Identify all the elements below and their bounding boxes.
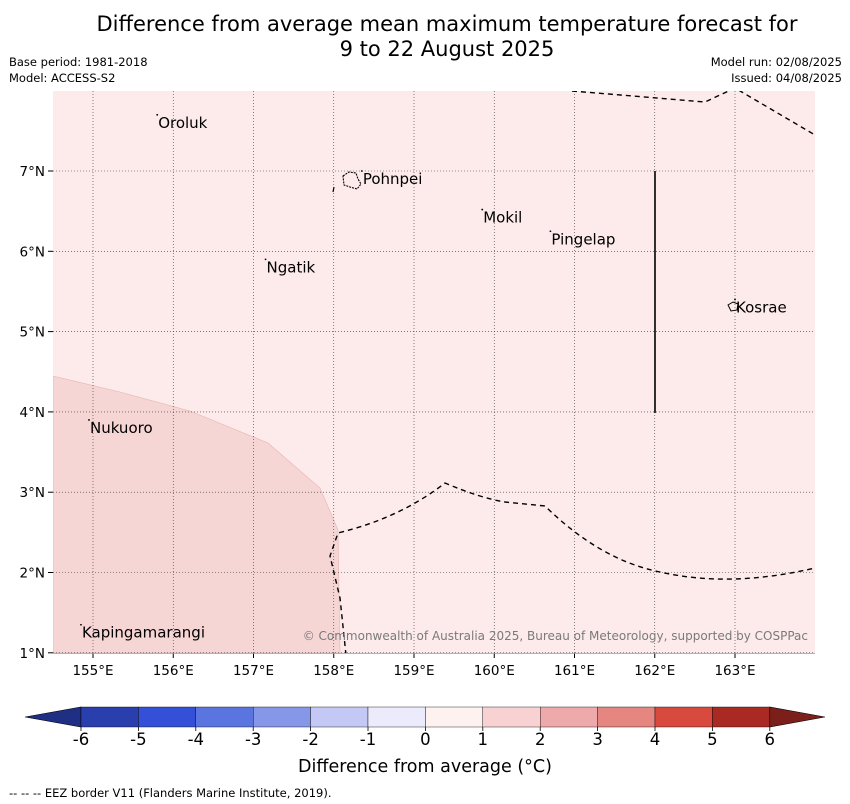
kosrae-island-outline [727, 301, 739, 312]
place-label: Pingelap [551, 230, 615, 248]
place-label: Pohnpei [363, 170, 423, 188]
colorbar-tick-label: -4 [188, 730, 204, 749]
colorbar-segment [597, 706, 656, 728]
model-label: Model: ACCESS-S2 [9, 71, 116, 85]
place-marker [734, 298, 736, 301]
latitude-tick-label: 7°N [20, 164, 45, 180]
longitude-tick-label: 160°E [474, 663, 515, 679]
map-title-line-1: Difference from average mean maximum tem… [96, 12, 798, 36]
colorbar-tick-label: -3 [245, 730, 261, 749]
place-nukuoro: Nukuoro [88, 419, 153, 437]
latitude-tick-label: 6°N [20, 244, 45, 260]
longitude-tick-label: 163°E [714, 663, 755, 679]
longitude-tick-label: 162°E [634, 663, 675, 679]
colorbar-segment [195, 706, 254, 728]
colorbar-tick-label: 4 [650, 730, 661, 749]
colorbar-under-arrow [24, 706, 82, 728]
place-kosrae: Kosrae [734, 299, 787, 317]
forecast-map: Oroluk Pohnpei Mokil Pingelap Ngatik Kosrae Nu… [20, 91, 826, 749]
eez-border-south [329, 482, 815, 653]
place-marker [481, 208, 484, 211]
place-label: Mokil [483, 209, 522, 227]
eez-border-north [571, 91, 815, 136]
place-label: Kosrae [736, 299, 787, 317]
longitude-tick-label: 161°E [554, 663, 595, 679]
colorbar-tick-label: 3 [592, 730, 603, 749]
colorbar-segment [482, 706, 541, 728]
latitude-tick-label: 1°N [20, 646, 45, 662]
colorbar-tick-label: -6 [73, 730, 89, 749]
colorbar-segment [540, 706, 598, 728]
colorbar-tick-label: 1 [478, 730, 489, 749]
axis-ticks: 155°E 156°E 157°E 158°E 159°E 160°E 161°E 162°E… [20, 164, 815, 679]
longitude-tick-label: 156°E [153, 663, 194, 679]
latitude-tick-label: 3°N [20, 485, 45, 501]
colorbar-tick-label: -2 [302, 730, 318, 749]
longitude-tick-label: 157°E [233, 663, 274, 679]
longitude-tick-label: 155°E [72, 663, 113, 679]
colorbar-segment [138, 706, 196, 728]
base-period-label: Base period: 1981-2018 [9, 55, 148, 69]
colorbar-tick-label: 6 [765, 730, 776, 749]
colorbar: -6 -5 -4 -3 -2 -1 0 1 2 3 4 5 6 [24, 706, 826, 749]
place-oroluk: Oroluk [156, 113, 208, 132]
place-mokil: Mokil [481, 209, 522, 227]
colorbar-tick-label: -1 [360, 730, 376, 749]
colorbar-segment [367, 706, 426, 728]
issued-date-label: Issued: 04/08/2025 [731, 71, 842, 85]
place-marker [88, 419, 90, 421]
colorbar-tick-label: 2 [535, 730, 546, 749]
anomaly-region-1-to-2C [53, 375, 341, 653]
longitude-tick-label: 158°E [313, 663, 354, 679]
colorbar-segment [252, 706, 311, 728]
place-label: Kapingamarangi [82, 624, 205, 642]
latitude-tick-label: 4°N [20, 405, 45, 421]
longitude-tick-label: 159°E [393, 663, 434, 679]
place-ngatik: Ngatik [264, 258, 316, 276]
place-kapingamarangi: Kapingamarangi [80, 624, 205, 642]
place-pohnpei: Pohnpei [360, 170, 423, 188]
pohnpei-island-outline [342, 171, 362, 190]
latitude-tick-label: 5°N [20, 325, 45, 341]
colorbar-segment [712, 706, 771, 728]
place-label: Ngatik [267, 258, 316, 276]
model-run-label: Model run: 02/08/2025 [710, 55, 842, 69]
colorbar-segment [80, 706, 139, 728]
place-marker [360, 170, 363, 172]
place-marker [156, 113, 159, 116]
place-labels: Oroluk Pohnpei Mokil Pingelap Ngatik Kosrae Nu… [80, 114, 787, 642]
colorbar-segment [310, 706, 369, 728]
colorbar-tick-label: -5 [130, 730, 146, 749]
colorbar-label: Difference from average (°C) [298, 757, 552, 777]
place-label: Nukuoro [90, 419, 153, 437]
place-marker [264, 258, 267, 261]
colorbar-over-arrow [769, 706, 826, 728]
colorbar-segment [425, 706, 483, 728]
latitude-tick-label: 2°N [20, 566, 45, 582]
copyright-notice: © Commonwealth of Australia 2025, Bureau… [303, 629, 808, 643]
map-title-line-2: 9 to 22 August 2025 [339, 37, 555, 61]
colorbar-tick-label: 0 [420, 730, 431, 749]
eez-border-legend-note: -- -- -- EEZ border V11 (Flanders Marine… [9, 786, 332, 800]
place-marker [80, 623, 82, 626]
colorbar-segment [654, 706, 713, 728]
place-marker [549, 230, 552, 233]
eez-border-line [332, 186, 335, 193]
place-pingelap: Pingelap [549, 230, 615, 248]
colorbar-tick-label: 5 [707, 730, 718, 749]
place-label: Oroluk [158, 114, 207, 132]
